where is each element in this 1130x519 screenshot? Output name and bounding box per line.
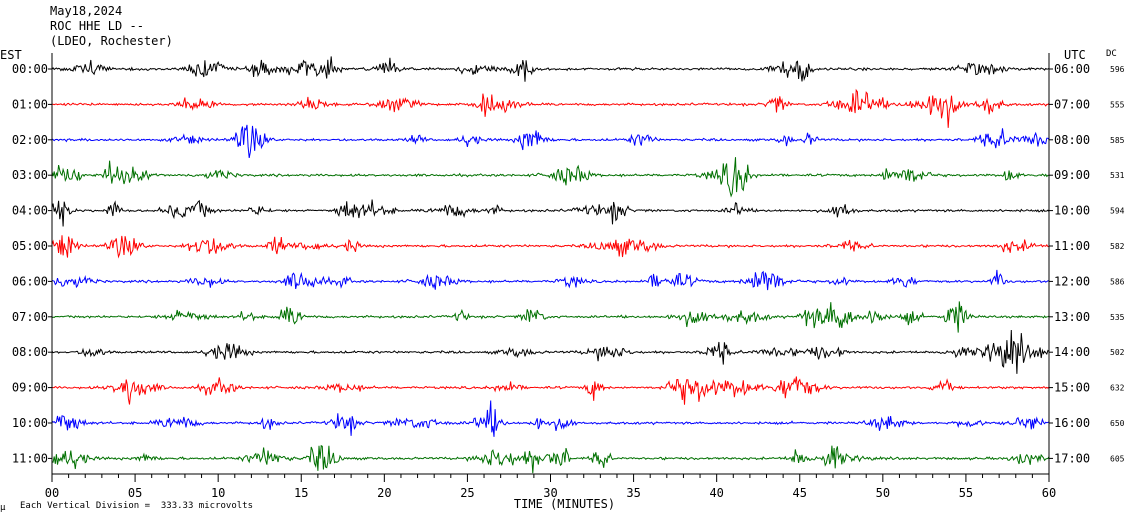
trace-line-0300: [51, 157, 1050, 198]
right-timezone-label: UTC: [1064, 48, 1086, 62]
left-timezone-label: EST: [0, 48, 22, 62]
utc-hour-label: 09:00: [1054, 168, 1090, 182]
x-tick-label: 10: [211, 486, 225, 500]
dc-header-label: DC: [1106, 49, 1117, 59]
est-hour-label: 06:00: [12, 274, 48, 288]
header-network: (LDEO, Rochester): [50, 34, 173, 48]
x-axis-label: TIME (MINUTES): [514, 497, 615, 511]
x-tick-label: 05: [128, 486, 142, 500]
utc-hour-label: 14:00: [1054, 345, 1090, 359]
est-hour-label: 02:00: [12, 133, 48, 147]
x-tick-label: 30: [543, 486, 557, 500]
header-station: ROC HHE LD --: [50, 19, 144, 33]
x-tick-label: 55: [959, 486, 973, 500]
utc-hour-label: 08:00: [1054, 133, 1090, 147]
dc-value-label: 586: [1110, 277, 1125, 286]
utc-hour-label: 07:00: [1054, 97, 1090, 111]
dc-value-label: 555: [1110, 100, 1125, 109]
trace-line-0000: [51, 56, 1050, 82]
trace-line-0600: [51, 269, 1050, 291]
x-tick-label: 40: [709, 486, 723, 500]
x-tick-label: 15: [294, 486, 308, 500]
trace-line-0500: [51, 235, 1050, 259]
trace-line-0900: [51, 376, 1050, 405]
dc-value-label: 531: [1110, 171, 1125, 180]
utc-hour-label: 06:00: [1054, 62, 1090, 76]
trace-line-0800: [51, 329, 1050, 374]
est-hour-label: 04:00: [12, 204, 48, 218]
header-date: May18,2024: [50, 4, 123, 18]
dc-value-label: 596: [1110, 65, 1125, 74]
utc-hour-label: 15:00: [1054, 381, 1090, 395]
utc-hour-label: 13:00: [1054, 310, 1090, 324]
x-tick-label: 60: [1042, 486, 1056, 500]
utc-hour-label: 17:00: [1054, 451, 1090, 465]
est-hour-label: 10:00: [12, 416, 48, 430]
est-hour-label: 09:00: [12, 381, 48, 395]
dc-value-label: 605: [1110, 454, 1125, 463]
dc-value-label: 585: [1110, 136, 1125, 145]
utc-hour-label: 11:00: [1054, 239, 1090, 253]
est-hour-label: 01:00: [12, 97, 48, 111]
x-tick-label: 45: [793, 486, 807, 500]
x-tick-label: 00: [45, 486, 59, 500]
dc-value-label: 582: [1110, 242, 1125, 251]
microvolt-mark: μ: [0, 503, 6, 513]
est-hour-label: 03:00: [12, 168, 48, 182]
dc-value-label: 594: [1110, 207, 1125, 216]
utc-hour-label: 16:00: [1054, 416, 1090, 430]
x-tick-label: 20: [377, 486, 391, 500]
dc-value-label: 502: [1110, 348, 1125, 357]
trace-line-0200: [51, 124, 1050, 158]
utc-hour-label: 10:00: [1054, 204, 1090, 218]
est-hour-label: 07:00: [12, 310, 48, 324]
trace-line-1100: [51, 444, 1050, 474]
dc-value-label: 632: [1110, 384, 1125, 393]
est-hour-label: 08:00: [12, 345, 48, 359]
trace-line-0700: [51, 301, 1050, 333]
x-tick-label: 35: [626, 486, 640, 500]
est-hour-label: 11:00: [12, 451, 48, 465]
est-hour-label: 00:00: [12, 62, 48, 76]
utc-hour-label: 12:00: [1054, 274, 1090, 288]
x-tick-label: 50: [876, 486, 890, 500]
vertical-division-note: Each Vertical Division = 333.33 microvol…: [20, 501, 253, 511]
x-tick-label: 25: [460, 486, 474, 500]
dc-value-label: 535: [1110, 313, 1125, 322]
trace-line-1000: [51, 400, 1050, 437]
trace-line-0400: [51, 199, 1050, 227]
est-hour-label: 05:00: [12, 239, 48, 253]
trace-line-0100: [52, 88, 1050, 128]
dc-value-label: 650: [1110, 419, 1125, 428]
